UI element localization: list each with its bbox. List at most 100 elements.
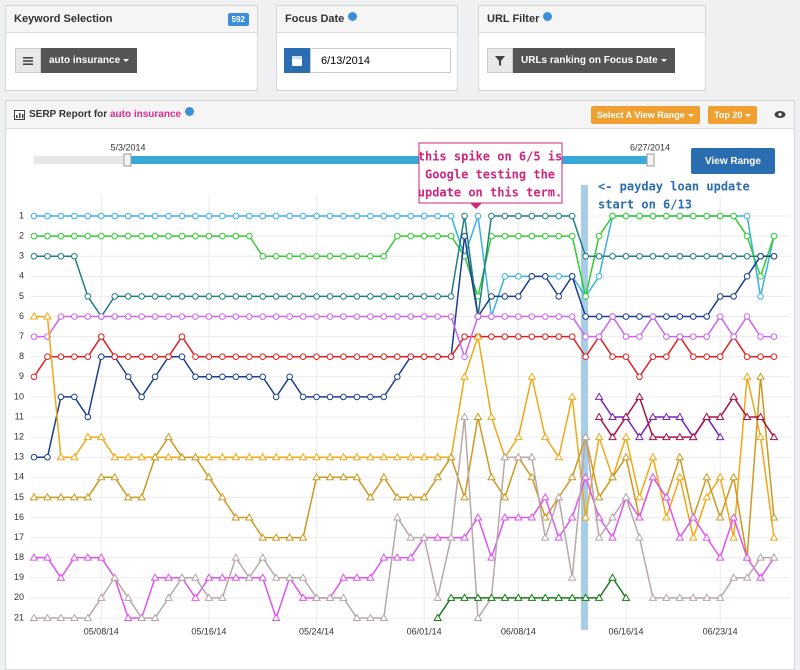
point: [716, 353, 724, 361]
y-tick-label: 21: [14, 612, 24, 622]
date: 6/13/2014: [321, 54, 370, 67]
point: [138, 293, 145, 300]
point: [594, 492, 604, 501]
point: [675, 432, 685, 441]
point: [232, 373, 240, 381]
point: [515, 273, 522, 280]
point: [83, 492, 93, 501]
point: [513, 512, 523, 521]
y-tick-label: 13: [14, 452, 24, 462]
point: [138, 313, 145, 320]
point: [178, 212, 186, 220]
point: [165, 293, 172, 300]
point: [488, 212, 495, 220]
point: [379, 613, 389, 621]
point: [663, 333, 670, 340]
point: [340, 252, 347, 260]
y-tick-label: 6: [19, 311, 24, 321]
point: [393, 212, 401, 220]
point: [29, 553, 39, 561]
point: [743, 273, 751, 280]
point: [446, 452, 456, 461]
slider-range[interactable]: [128, 156, 650, 164]
list-icon[interactable]: [15, 48, 41, 73]
point: [286, 252, 293, 260]
point: [661, 512, 671, 521]
point: [447, 293, 455, 300]
point: [500, 593, 510, 601]
point: [461, 232, 468, 240]
point: [96, 472, 106, 481]
point: [635, 512, 644, 521]
filter-icon[interactable]: [487, 48, 513, 73]
top-button[interactable]: Top 20: [708, 106, 758, 124]
point: [298, 533, 308, 541]
label: View Range: [705, 155, 761, 167]
point: [96, 593, 106, 601]
point: [608, 512, 617, 521]
point: [419, 452, 429, 461]
series-line: [34, 376, 775, 558]
point: [339, 452, 348, 461]
point: [365, 613, 375, 621]
point: [433, 472, 443, 481]
point: [528, 212, 536, 220]
point: [165, 353, 172, 361]
keyword-button[interactable]: auto insurance: [41, 48, 138, 73]
point: [340, 313, 347, 320]
point: [757, 252, 764, 260]
point: [716, 252, 724, 260]
point: [689, 333, 697, 340]
point: [217, 452, 227, 461]
slider-handle[interactable]: [646, 153, 655, 167]
point: [663, 353, 670, 361]
point: [286, 353, 293, 361]
point: [43, 613, 52, 621]
point: [541, 273, 549, 280]
point: [501, 273, 509, 280]
point: [555, 273, 563, 280]
point: [715, 432, 725, 441]
filter-button[interactable]: URLs ranking on Focus Date: [513, 48, 675, 73]
point: [568, 232, 576, 240]
point: [663, 212, 670, 220]
eye-icon[interactable]: [774, 110, 786, 119]
series-line: [34, 236, 774, 458]
point: [621, 452, 631, 461]
date-input[interactable]: 6/13/2014: [310, 48, 451, 73]
point: [259, 353, 267, 361]
point: [567, 593, 577, 601]
point: [729, 573, 739, 581]
point: [433, 613, 443, 621]
point: [730, 293, 737, 300]
point: [365, 452, 375, 461]
point: [56, 573, 66, 581]
point: [540, 432, 550, 441]
point: [500, 452, 510, 461]
point: [299, 313, 307, 320]
point: [298, 573, 308, 581]
point: [365, 492, 375, 501]
point: [392, 512, 402, 521]
calendar-icon[interactable]: [284, 48, 310, 73]
point: [527, 472, 537, 481]
point: [461, 212, 468, 220]
point: [271, 452, 281, 461]
slider-handle[interactable]: [123, 153, 132, 167]
point: [595, 273, 603, 280]
point: [69, 492, 79, 501]
point: [473, 593, 483, 601]
point: [325, 472, 335, 481]
point: [259, 252, 267, 260]
view-range-button[interactable]: View Range: [691, 148, 775, 174]
point: [663, 313, 670, 320]
range-button[interactable]: Select A View Range: [591, 106, 700, 124]
point: [57, 353, 65, 361]
point: [420, 232, 428, 240]
point: [83, 553, 93, 561]
point: [555, 333, 563, 340]
point: [582, 333, 589, 340]
point: [164, 452, 173, 461]
point: [581, 512, 591, 521]
